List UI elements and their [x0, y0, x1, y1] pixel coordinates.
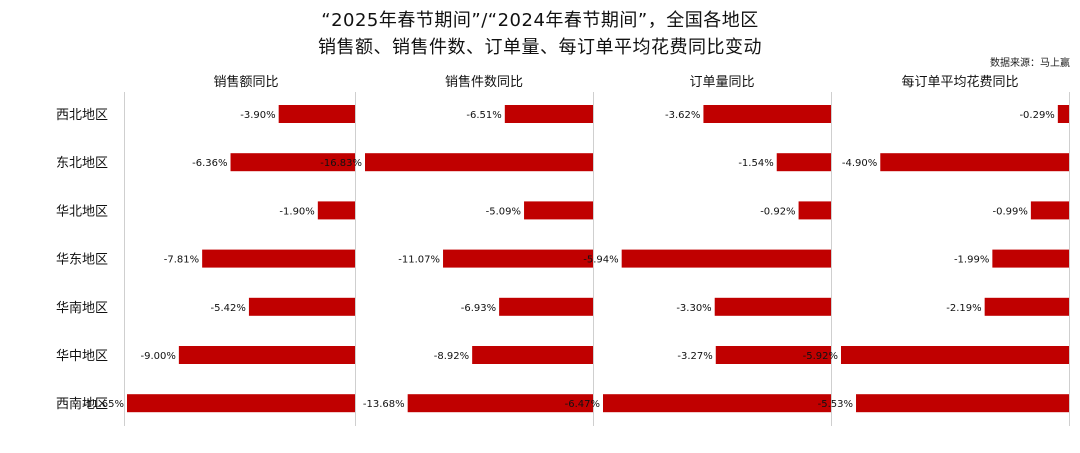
- category-label: 华北地区: [56, 204, 108, 219]
- bar: [365, 153, 593, 172]
- data-label: -3.62%: [665, 110, 700, 121]
- data-label: -0.99%: [992, 206, 1027, 217]
- category-label: 华东地区: [56, 253, 108, 268]
- panel-title: 销售件数同比: [445, 74, 523, 90]
- bar: [407, 394, 593, 413]
- data-label: -0.29%: [1019, 110, 1054, 121]
- category-label: 华中地区: [56, 349, 108, 364]
- data-source-note: 数据来源：马上赢: [990, 58, 1070, 69]
- bar: [841, 346, 1069, 364]
- data-label: -13.68%: [363, 399, 405, 410]
- data-label: -5.09%: [486, 206, 521, 217]
- bar: [472, 346, 593, 364]
- bar: [1057, 105, 1069, 123]
- bar: [856, 394, 1069, 413]
- bar: [1030, 201, 1069, 220]
- bar: [992, 249, 1069, 268]
- data-label: -16.83%: [320, 158, 362, 169]
- bar: [443, 249, 593, 268]
- bar: [127, 394, 355, 413]
- data-label: -5.94%: [583, 255, 618, 266]
- bar: [248, 297, 355, 316]
- data-label: -3.27%: [677, 351, 712, 362]
- data-label: -3.90%: [240, 110, 275, 121]
- bar: [499, 297, 593, 316]
- chart-title-line1: “2025年春节期间”/“2024年春节期间”，全国各地区: [321, 10, 759, 31]
- data-label: -9.00%: [140, 351, 175, 362]
- data-label: -11.07%: [398, 255, 440, 266]
- data-label: -5.92%: [803, 351, 838, 362]
- panel-title: 销售额同比: [213, 74, 278, 90]
- category-label: 西北地区: [56, 108, 108, 123]
- data-label: -5.42%: [211, 303, 246, 314]
- bar: [880, 153, 1069, 172]
- bar: [278, 105, 355, 123]
- data-label: -1.54%: [738, 158, 773, 169]
- data-label: -5.53%: [818, 399, 853, 410]
- panel-title: 每订单平均花费同比: [901, 74, 1018, 90]
- data-label: -8.92%: [434, 351, 469, 362]
- data-label: -1.99%: [954, 255, 989, 266]
- bar: [178, 346, 355, 364]
- bar: [798, 201, 831, 220]
- panel-title: 订单量同比: [689, 75, 754, 90]
- bar: [230, 153, 355, 172]
- bar: [776, 153, 831, 172]
- category-label: 西南地区: [56, 396, 108, 412]
- bar: [715, 346, 831, 364]
- bar: [703, 105, 831, 123]
- category-label: 华南地区: [56, 300, 108, 316]
- bar: [603, 394, 831, 413]
- data-label: -6.47%: [565, 399, 600, 410]
- data-label: -3.30%: [676, 303, 711, 314]
- data-label: -6.51%: [466, 110, 501, 121]
- data-label: -4.90%: [842, 158, 877, 169]
- category-label: 东北地区: [56, 156, 108, 171]
- data-label: -7.81%: [164, 255, 199, 266]
- data-label: -1.90%: [279, 206, 314, 217]
- bar: [504, 105, 593, 123]
- data-label: -6.36%: [192, 158, 227, 169]
- bar: [202, 249, 355, 268]
- data-label: -2.19%: [946, 303, 981, 314]
- bar: [524, 201, 593, 220]
- data-label: -11.65%: [82, 399, 124, 410]
- chart-title-line2: 销售额、销售件数、订单量、每订单平均花费同比变动: [318, 37, 762, 58]
- data-label: -0.92%: [760, 206, 795, 217]
- bar: [317, 201, 355, 220]
- bar: [621, 249, 831, 268]
- bar: [714, 297, 831, 316]
- bar: [984, 297, 1069, 316]
- data-label: -6.93%: [461, 303, 496, 314]
